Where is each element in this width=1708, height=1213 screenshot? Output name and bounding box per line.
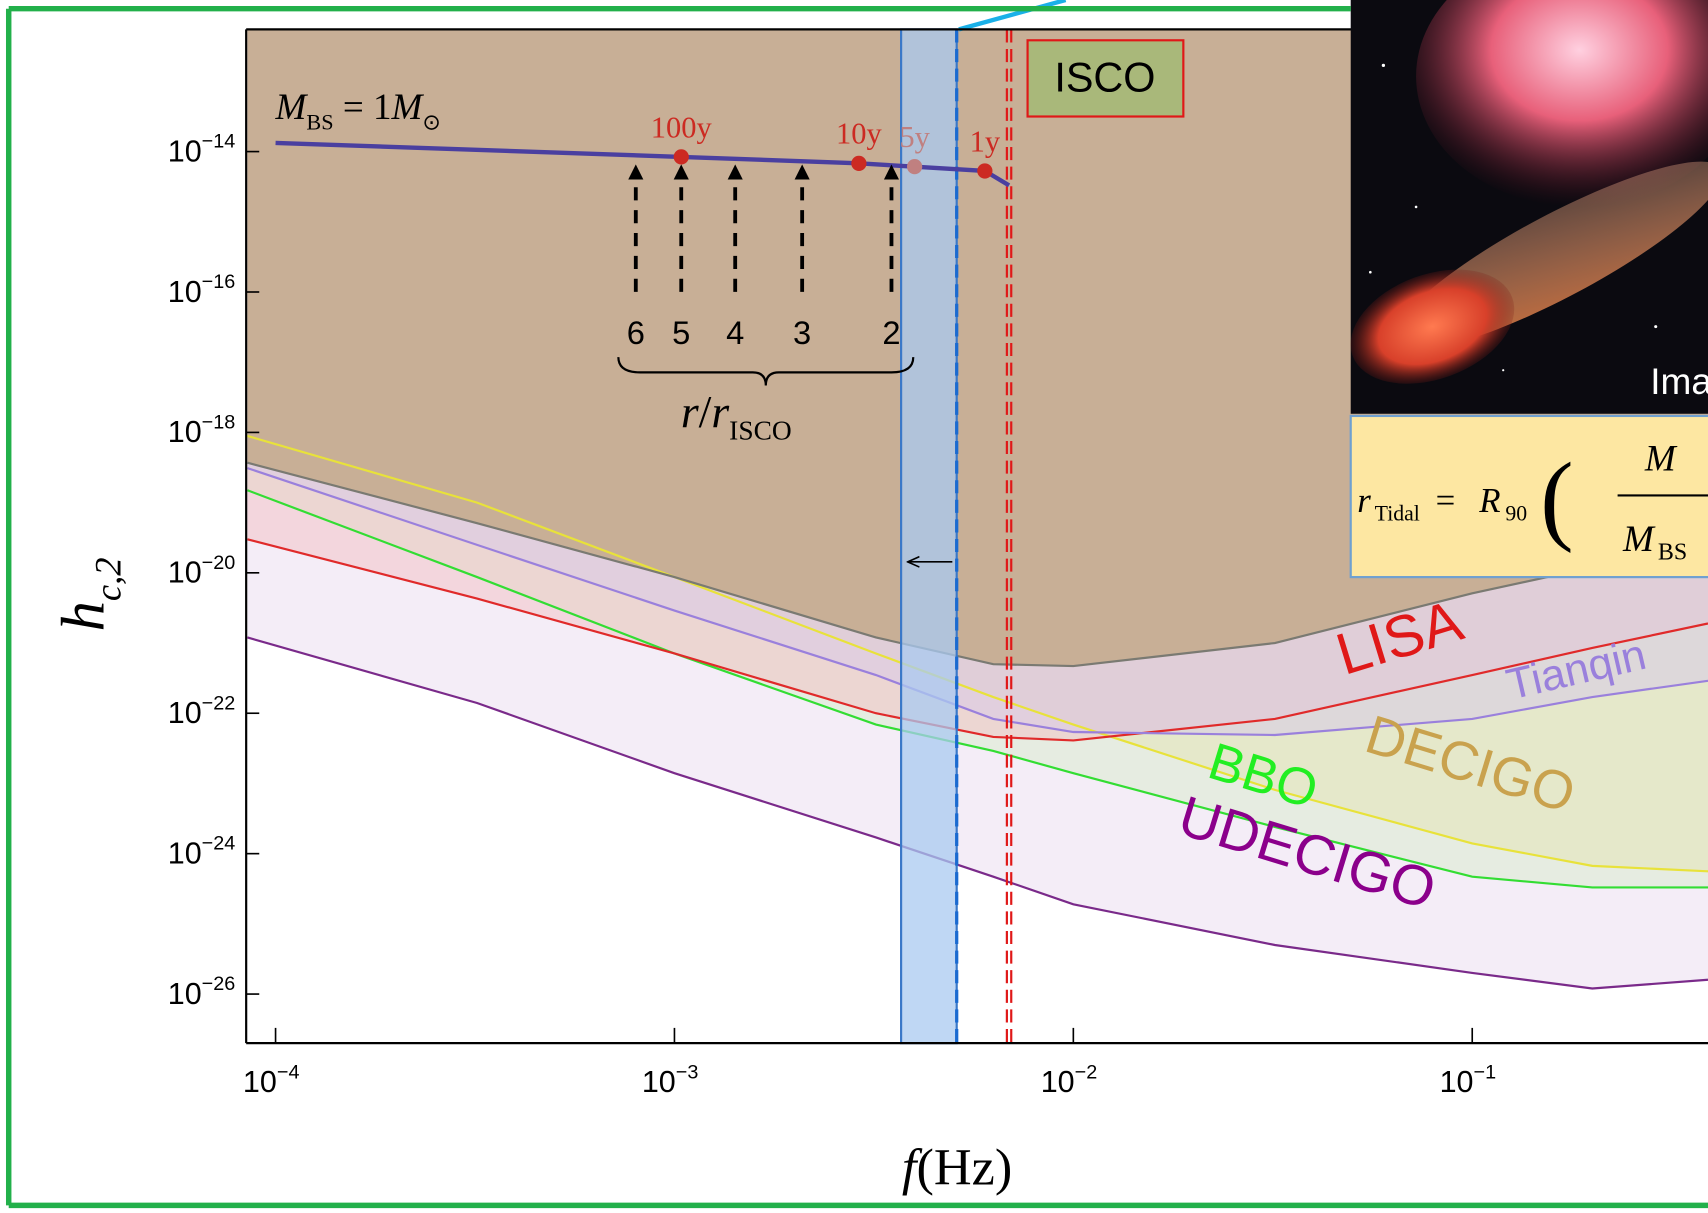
formula-text: Tidal [1375, 501, 1420, 525]
slide: ISCOMBS = 1M⊙100y10y5y1y65432r/rISCOUDEC… [0, 0, 1708, 1213]
text-run: M [275, 87, 309, 128]
tick-base: 10 [168, 415, 202, 449]
radius-label: 3 [793, 314, 811, 351]
tick-exponent: −14 [202, 131, 236, 153]
text-run: / [699, 386, 712, 437]
formula-text: ( [1540, 442, 1573, 553]
text-run: ISCO [729, 416, 792, 446]
tick-base: 10 [168, 696, 202, 730]
tick-exponent: −4 [277, 1061, 300, 1083]
text-run: M [391, 87, 425, 128]
time-marker-label: 100y [651, 110, 713, 144]
formula-text: = [1436, 481, 1456, 520]
time-marker-label: 10y [836, 117, 882, 151]
time-marker [977, 163, 992, 178]
radius-label: 2 [882, 314, 900, 351]
tick-exponent: −26 [202, 973, 236, 995]
star [1382, 64, 1385, 67]
text-run: ⊙ [422, 109, 441, 134]
tick-base: 10 [168, 836, 202, 870]
tick-base: 10 [1440, 1065, 1474, 1099]
tick-base: 10 [168, 977, 202, 1011]
tick-exponent: −18 [202, 411, 236, 433]
tick-exponent: −16 [202, 271, 236, 293]
formula-text: 90 [1505, 501, 1527, 525]
radius-label: 5 [672, 314, 690, 351]
tick-base: 10 [642, 1065, 676, 1099]
text-run: = 1 [334, 87, 392, 128]
tick-base: 10 [243, 1065, 277, 1099]
tick-exponent: −22 [202, 692, 236, 714]
track-label: MBS = 1M⊙ [275, 87, 441, 134]
x-axis-label: f(Hz) [902, 1139, 1012, 1197]
image-caption: Ima [1650, 360, 1708, 402]
text-run: r [711, 386, 729, 437]
tick-exponent: −24 [202, 833, 236, 855]
tick-exponent: −2 [1075, 1061, 1098, 1083]
photo: Ima [1335, 0, 1708, 414]
tick-exponent: −1 [1474, 1061, 1497, 1083]
text-run: c,2 [88, 557, 129, 601]
tick-base: 10 [168, 134, 202, 168]
tick-exponent: −20 [202, 552, 236, 574]
tick-exponent: −3 [676, 1061, 699, 1083]
formula-text: BS [1658, 540, 1687, 566]
formula-text: r [1357, 481, 1371, 520]
time-marker [674, 149, 689, 164]
text-run: r [681, 386, 699, 437]
tick-base: 10 [168, 556, 202, 590]
star [1369, 271, 1372, 274]
page: {"chart_data": { "type": "line", "xlabel… [0, 0, 1708, 1213]
formula-text: R [1478, 481, 1500, 520]
time-marker-label: 5y [899, 120, 930, 154]
isco-label: ISCO [1054, 54, 1155, 100]
radius-label: 4 [726, 314, 744, 351]
time-marker [907, 159, 922, 174]
formula-text: M [1622, 519, 1656, 560]
time-marker [851, 156, 866, 171]
text-run: (Hz) [916, 1139, 1012, 1197]
time-marker-label: 1y [970, 124, 1001, 158]
text-run: h [50, 601, 117, 631]
formula-box: r Tidal = R 90 ( M M BS [1351, 416, 1708, 577]
frequency-band [901, 29, 957, 1043]
text-run: BS [306, 109, 333, 134]
star [1654, 325, 1657, 328]
tick-base: 10 [168, 275, 202, 309]
star [1502, 369, 1504, 371]
formula-text: M [1644, 438, 1678, 479]
star [1415, 206, 1418, 209]
radius-label: 6 [627, 314, 645, 351]
tick-base: 10 [1041, 1065, 1075, 1099]
